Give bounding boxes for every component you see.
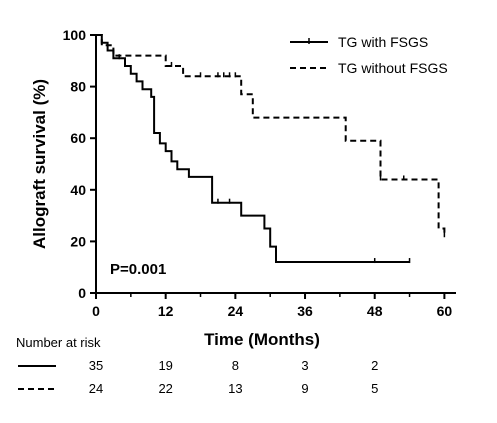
risk-table-title: Number at risk: [16, 335, 101, 350]
legend: TG with FSGS TG without FSGS: [290, 34, 448, 76]
x-tick-label: 24: [228, 303, 244, 319]
risk-count: 2: [371, 358, 378, 373]
axes: 0 20 40 60 80 100 0 12 24 36 48 60: [63, 27, 456, 319]
y-tick-label: 20: [70, 233, 86, 249]
series-layer: [96, 34, 446, 264]
y-tick-label: 60: [70, 130, 86, 146]
risk-count: 5: [371, 381, 378, 396]
x-tick-label: 12: [158, 303, 174, 319]
x-tick-label: 60: [437, 303, 453, 319]
risk-count: 9: [301, 381, 308, 396]
risk-count: 3: [301, 358, 308, 373]
y-tick-label: 80: [70, 79, 86, 95]
y-axis-label: Allograft survival (%): [30, 79, 49, 249]
x-axis-label: Time (Months): [204, 330, 320, 349]
risk-count: 35: [89, 358, 103, 373]
risk-count: 13: [228, 381, 242, 396]
y-tick-label: 0: [78, 285, 86, 301]
risk-count: 19: [158, 358, 172, 373]
series-line-1: [96, 34, 446, 237]
x-tick-label: 0: [92, 303, 100, 319]
risk-count: 22: [158, 381, 172, 396]
x-tick-label: 48: [367, 303, 383, 319]
x-tick-label: 36: [297, 303, 313, 319]
y-tick-label: 40: [70, 182, 86, 198]
legend-label-1: TG without FSGS: [338, 60, 448, 76]
y-tick-label: 100: [63, 27, 87, 43]
p-value-annotation: P=0.001: [110, 261, 166, 278]
risk-count: 8: [232, 358, 239, 373]
legend-label-0: TG with FSGS: [338, 34, 428, 50]
risk-table: Number at risk 35 19 8 3 2 24 22 13 9 5: [16, 335, 378, 396]
risk-count: 24: [89, 381, 103, 396]
